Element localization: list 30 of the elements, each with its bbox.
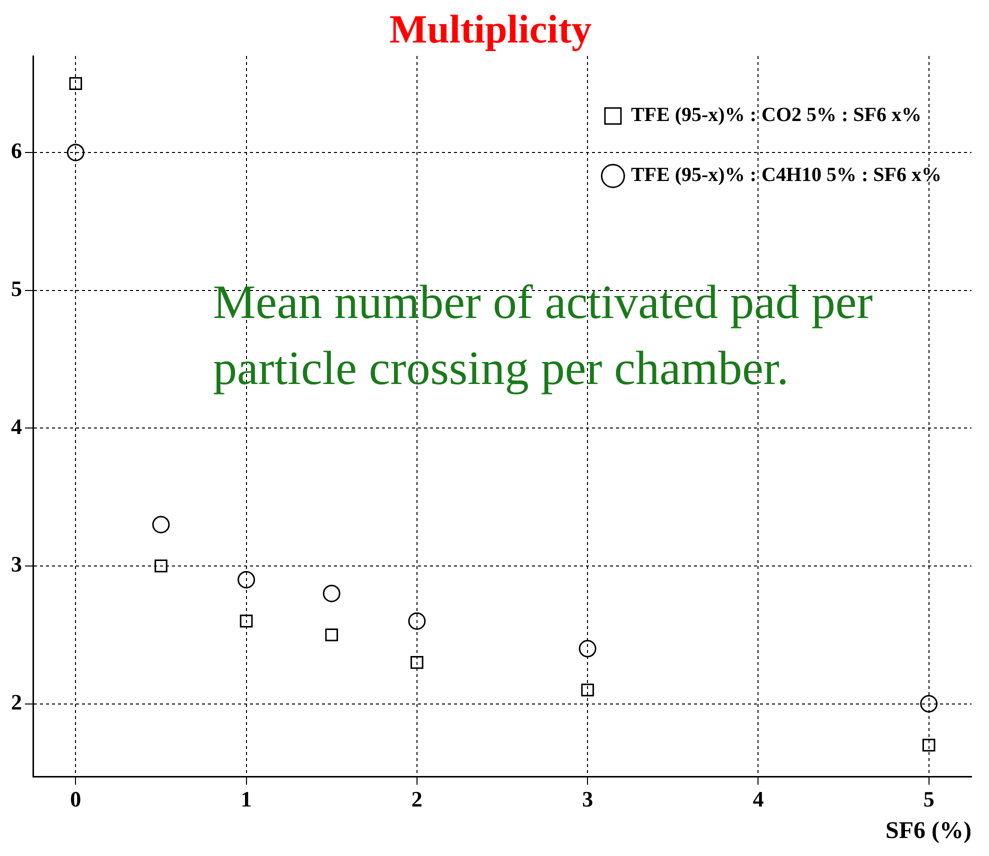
legend-label: TFE (95-x)% : C4H10 5% : SF6 x%	[630, 164, 942, 186]
point	[322, 584, 340, 602]
point	[410, 656, 424, 669]
chart-title: Multiplicity	[389, 6, 592, 52]
point	[581, 684, 594, 696]
y-tick-label: 4	[11, 414, 22, 439]
x-tick-label: 1	[240, 786, 252, 812]
x-tick-label: 2	[411, 786, 422, 812]
point	[69, 77, 82, 90]
annotation: Mean number of activated pad per particle crossing per chamber.	[213, 276, 873, 395]
point	[152, 516, 170, 534]
x-tick-label: 3	[582, 786, 594, 812]
point	[920, 695, 938, 713]
point	[66, 144, 84, 162]
point	[578, 640, 596, 658]
point	[238, 570, 256, 588]
x-tick-label: 4	[752, 786, 764, 812]
y-tick-label: 3	[11, 552, 22, 577]
x-tick-label: 0	[70, 786, 82, 812]
point	[325, 628, 338, 642]
x-tick-label: 5	[923, 786, 934, 812]
point	[408, 612, 426, 630]
legend-label: TFE (95-x)% : CO2 5% : SF6 x%	[630, 104, 922, 126]
y-tick-label: 5	[11, 276, 22, 301]
y-tick-label: 2	[11, 689, 22, 714]
x-axis-title: SF6 (%)	[886, 818, 972, 844]
y-tick-label: 6	[11, 138, 22, 164]
point	[240, 614, 253, 628]
point	[154, 560, 168, 572]
point	[922, 738, 936, 752]
